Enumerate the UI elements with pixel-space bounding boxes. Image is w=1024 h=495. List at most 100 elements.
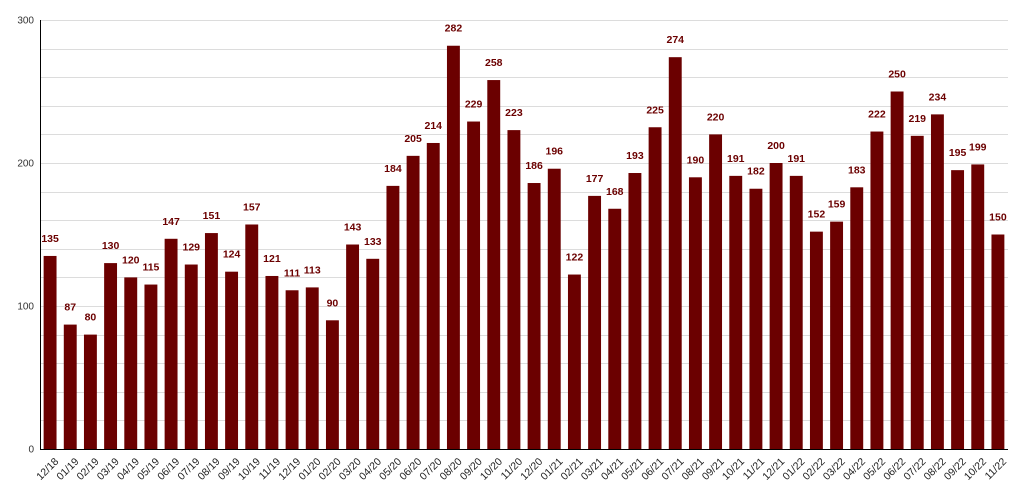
bar <box>567 274 581 449</box>
data-label: 133 <box>364 236 382 248</box>
x-tick-label: 09/21 <box>700 456 727 483</box>
x-tick-label: 05/20 <box>377 456 404 483</box>
x-tick-label: 10/22 <box>962 456 989 483</box>
grid-lines <box>40 20 1008 421</box>
x-tick-label: 06/19 <box>155 456 182 483</box>
bar <box>305 287 319 449</box>
x-tick-label: 03/20 <box>337 456 364 483</box>
x-tick-label: 04/21 <box>599 456 626 483</box>
x-tick-label: 07/20 <box>417 456 444 483</box>
x-tick-label: 10/19 <box>236 456 263 483</box>
data-label: 282 <box>445 23 463 35</box>
x-tick-label: 08/20 <box>438 456 465 483</box>
x-tick-labels: 12/1801/1902/1903/1904/1905/1906/1907/19… <box>34 456 1009 483</box>
x-tick-label: 03/21 <box>579 456 606 483</box>
bar <box>789 175 803 449</box>
x-tick-label: 04/20 <box>357 456 384 483</box>
x-tick-label: 11/22 <box>983 456 1010 483</box>
data-label: 214 <box>424 120 442 132</box>
x-tick-label: 01/20 <box>296 456 323 483</box>
data-label: 220 <box>707 111 725 123</box>
x-tick-label: 03/19 <box>95 456 122 483</box>
data-label: 183 <box>848 164 866 176</box>
data-label: 219 <box>908 113 926 125</box>
x-tick-label: 01/21 <box>538 456 565 483</box>
x-tick-label: 12/21 <box>760 456 787 483</box>
data-label: 157 <box>243 201 261 213</box>
x-tick-label: 02/20 <box>317 456 344 483</box>
bar <box>467 121 481 449</box>
data-label: 150 <box>989 212 1007 224</box>
x-tick-label: 09/22 <box>942 456 969 483</box>
bar <box>951 170 965 449</box>
bar <box>991 234 1005 449</box>
data-label: 122 <box>566 252 584 264</box>
bar <box>648 127 662 449</box>
data-label: 190 <box>687 154 705 166</box>
data-label: 191 <box>787 153 805 165</box>
bar <box>144 284 158 449</box>
bar <box>124 277 138 449</box>
bar <box>608 208 622 449</box>
bar <box>910 135 924 449</box>
bar <box>346 244 360 449</box>
data-label: 222 <box>868 109 886 121</box>
bar <box>83 334 97 449</box>
data-label: 135 <box>41 233 59 245</box>
y-tick-label: 0 <box>28 445 34 456</box>
x-tick-label: 09/20 <box>458 456 485 483</box>
bar <box>446 45 460 450</box>
x-tick-label: 05/19 <box>135 456 162 483</box>
data-label: 223 <box>505 107 523 119</box>
x-tick-label: 12/20 <box>518 456 545 483</box>
bar <box>245 224 259 449</box>
x-tick-label: 06/20 <box>397 456 424 483</box>
bar <box>729 175 743 449</box>
bar <box>668 57 682 450</box>
x-tick-label: 02/19 <box>75 456 102 483</box>
data-label: 229 <box>465 99 483 111</box>
x-tick-label: 01/22 <box>780 456 807 483</box>
bar <box>688 177 702 450</box>
bar <box>225 271 239 449</box>
bar <box>285 290 299 449</box>
data-label: 168 <box>606 186 624 198</box>
bar <box>63 324 77 449</box>
data-label: 147 <box>162 216 180 228</box>
data-label: 184 <box>384 163 402 175</box>
data-label: 124 <box>223 249 241 261</box>
bar <box>366 258 380 449</box>
bar <box>184 264 198 449</box>
data-label: 250 <box>888 69 906 81</box>
bar <box>204 233 218 449</box>
y-tick-label: 200 <box>17 159 34 170</box>
data-label: 151 <box>203 210 221 222</box>
data-label: 129 <box>182 242 200 254</box>
data-label: 90 <box>327 297 339 309</box>
x-tick-label: 10/20 <box>478 456 505 483</box>
x-tick-label: 07/22 <box>901 456 928 483</box>
x-tick-label: 02/21 <box>559 456 586 483</box>
bar <box>709 134 723 449</box>
data-label: 195 <box>949 147 967 159</box>
bar <box>830 221 844 449</box>
data-label: 182 <box>747 166 765 178</box>
x-tick-label: 07/21 <box>659 456 686 483</box>
bar <box>769 163 783 449</box>
data-label: 111 <box>284 267 301 279</box>
x-tick-label: 12/19 <box>276 456 303 483</box>
bar <box>104 263 118 449</box>
bar <box>265 275 279 449</box>
bar <box>930 114 944 449</box>
data-label: 87 <box>64 302 76 314</box>
data-label: 196 <box>545 146 563 158</box>
x-tick-label: 06/21 <box>639 456 666 483</box>
data-label: 199 <box>969 141 987 153</box>
data-label: 200 <box>767 140 785 152</box>
bar <box>628 173 642 449</box>
bar <box>890 91 904 449</box>
x-tick-label: 12/18 <box>34 456 61 483</box>
x-tick-label: 01/19 <box>54 456 81 483</box>
x-tick-label: 06/22 <box>881 456 908 483</box>
